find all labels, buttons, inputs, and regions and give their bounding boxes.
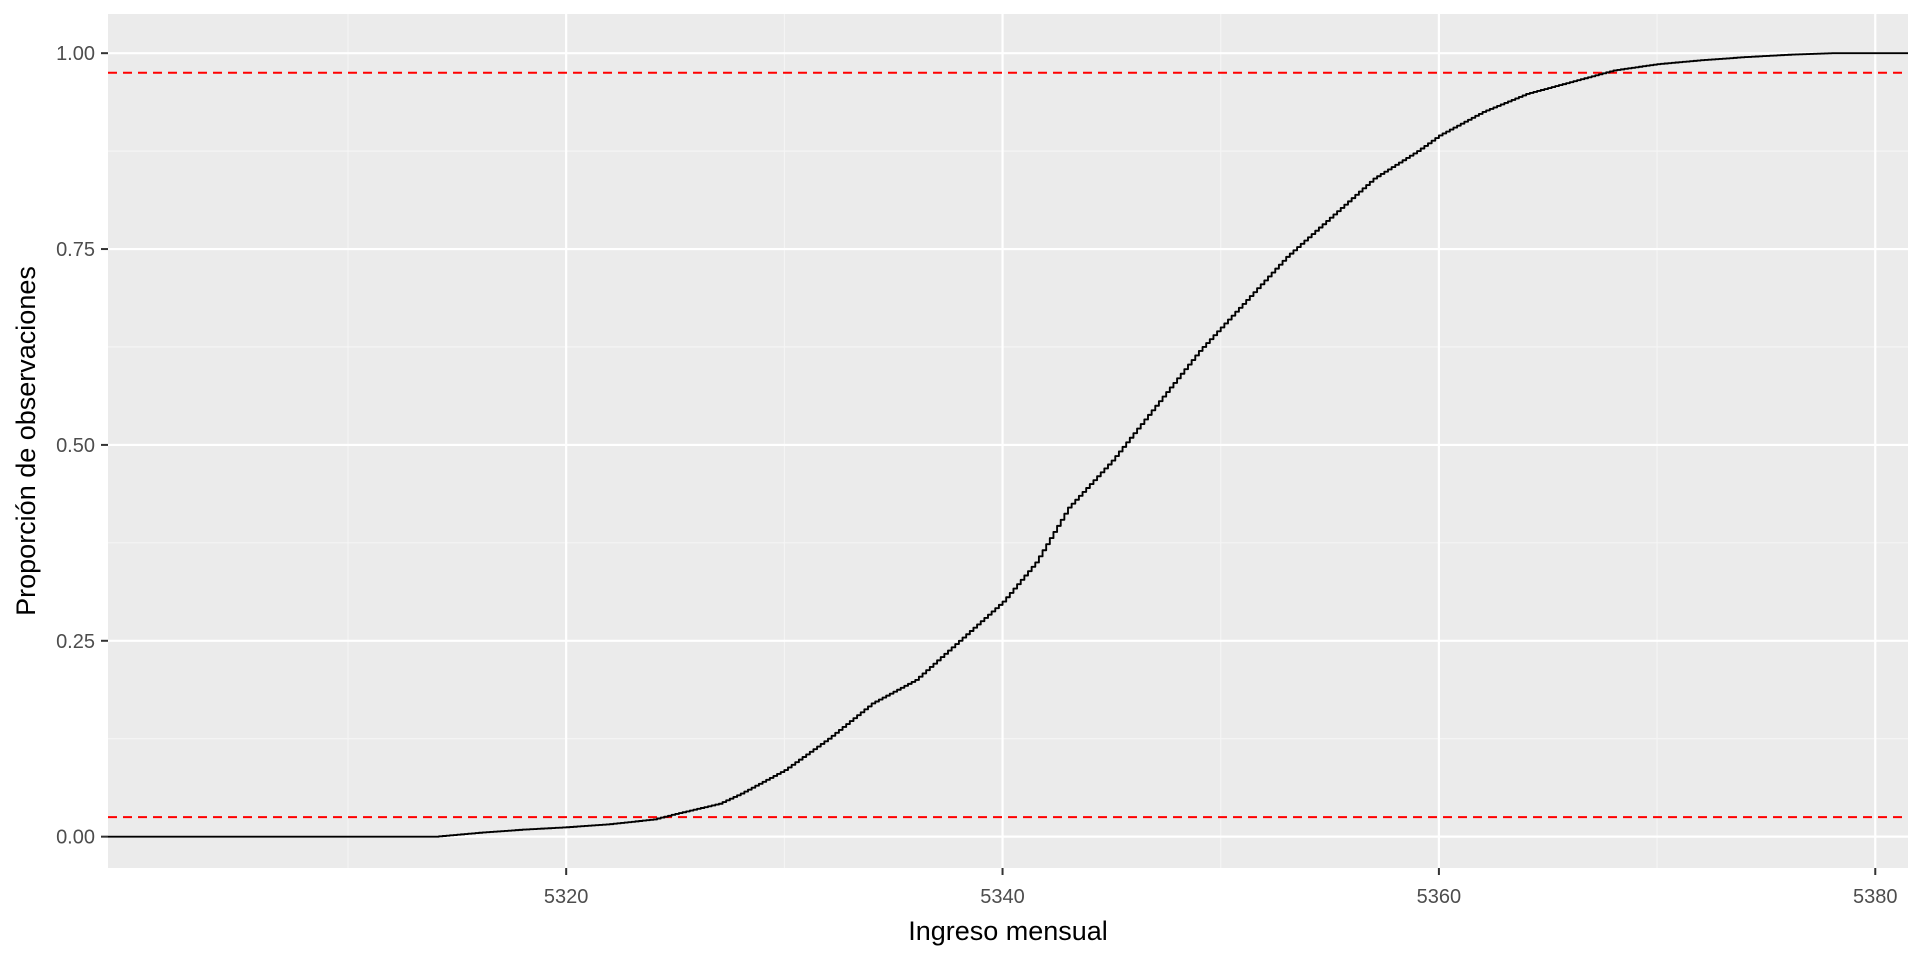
x-tick-label: 5360 xyxy=(1417,886,1462,908)
grid-major xyxy=(108,14,1908,868)
grid-minor xyxy=(108,14,1908,868)
y-tick-label: 0.50 xyxy=(56,435,95,457)
x-axis-title: Ingreso mensual xyxy=(908,916,1108,946)
y-tick-label: 0.25 xyxy=(56,631,95,653)
ecdf-line-0 xyxy=(108,52,1908,838)
y-tick-label: 0.75 xyxy=(56,239,95,261)
y-axis-ticks: 0.00 0.25 0.50 0.75 1.00 xyxy=(56,43,108,849)
x-tick-label: 5340 xyxy=(980,886,1025,908)
plot-panel xyxy=(108,14,1908,868)
x-tick-label: 5320 xyxy=(544,886,589,908)
y-tick-label: 1.00 xyxy=(56,43,95,65)
series-layer xyxy=(108,52,1908,838)
x-axis-ticks: 5320 5340 5360 5380 xyxy=(544,868,1898,908)
x-tick-label: 5380 xyxy=(1853,886,1898,908)
y-axis-title: Proporción de observaciones xyxy=(11,266,41,616)
y-tick-label: 0.00 xyxy=(56,827,95,849)
